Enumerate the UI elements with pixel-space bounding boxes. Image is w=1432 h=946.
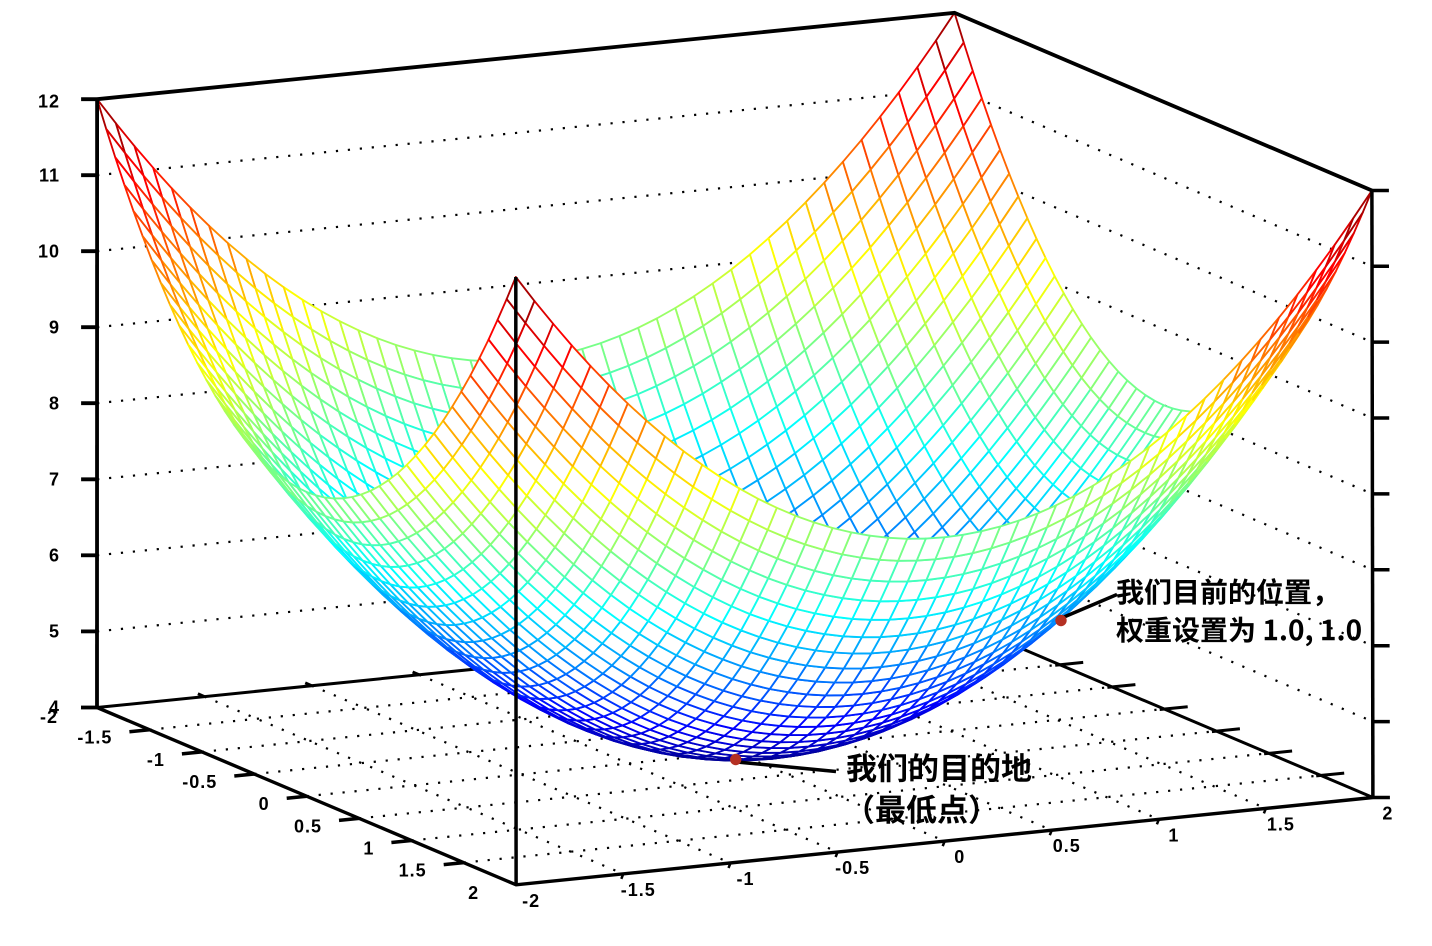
svg-text:0.5: 0.5 <box>294 816 322 836</box>
svg-text:-1.5: -1.5 <box>77 728 112 748</box>
svg-text:0: 0 <box>259 794 270 814</box>
svg-text:2: 2 <box>468 883 479 903</box>
svg-text:-0.5: -0.5 <box>835 858 870 878</box>
svg-text:6: 6 <box>49 546 60 566</box>
svg-text:12: 12 <box>38 92 60 112</box>
svg-text:0.5: 0.5 <box>1053 836 1081 856</box>
svg-text:7: 7 <box>49 470 60 490</box>
svg-text:-2: -2 <box>522 891 540 911</box>
svg-text:1: 1 <box>363 839 374 859</box>
svg-text:4: 4 <box>49 698 60 718</box>
svg-text:8: 8 <box>49 394 60 414</box>
svg-text:1.5: 1.5 <box>1267 814 1295 834</box>
svg-text:-0.5: -0.5 <box>182 772 217 792</box>
svg-text:10: 10 <box>38 242 60 262</box>
svg-text:-1: -1 <box>147 750 165 770</box>
svg-text:-2: -2 <box>40 707 58 727</box>
svg-text:1.5: 1.5 <box>399 861 427 881</box>
svg-text:2: 2 <box>1382 804 1393 824</box>
svg-text:5: 5 <box>49 622 60 642</box>
svg-text:1: 1 <box>1168 825 1179 845</box>
svg-text:9: 9 <box>49 318 60 338</box>
svg-text:11: 11 <box>39 166 60 186</box>
svg-text:-1: -1 <box>736 869 754 889</box>
svg-text:0: 0 <box>954 847 965 867</box>
svg-text:-1.5: -1.5 <box>621 880 656 900</box>
